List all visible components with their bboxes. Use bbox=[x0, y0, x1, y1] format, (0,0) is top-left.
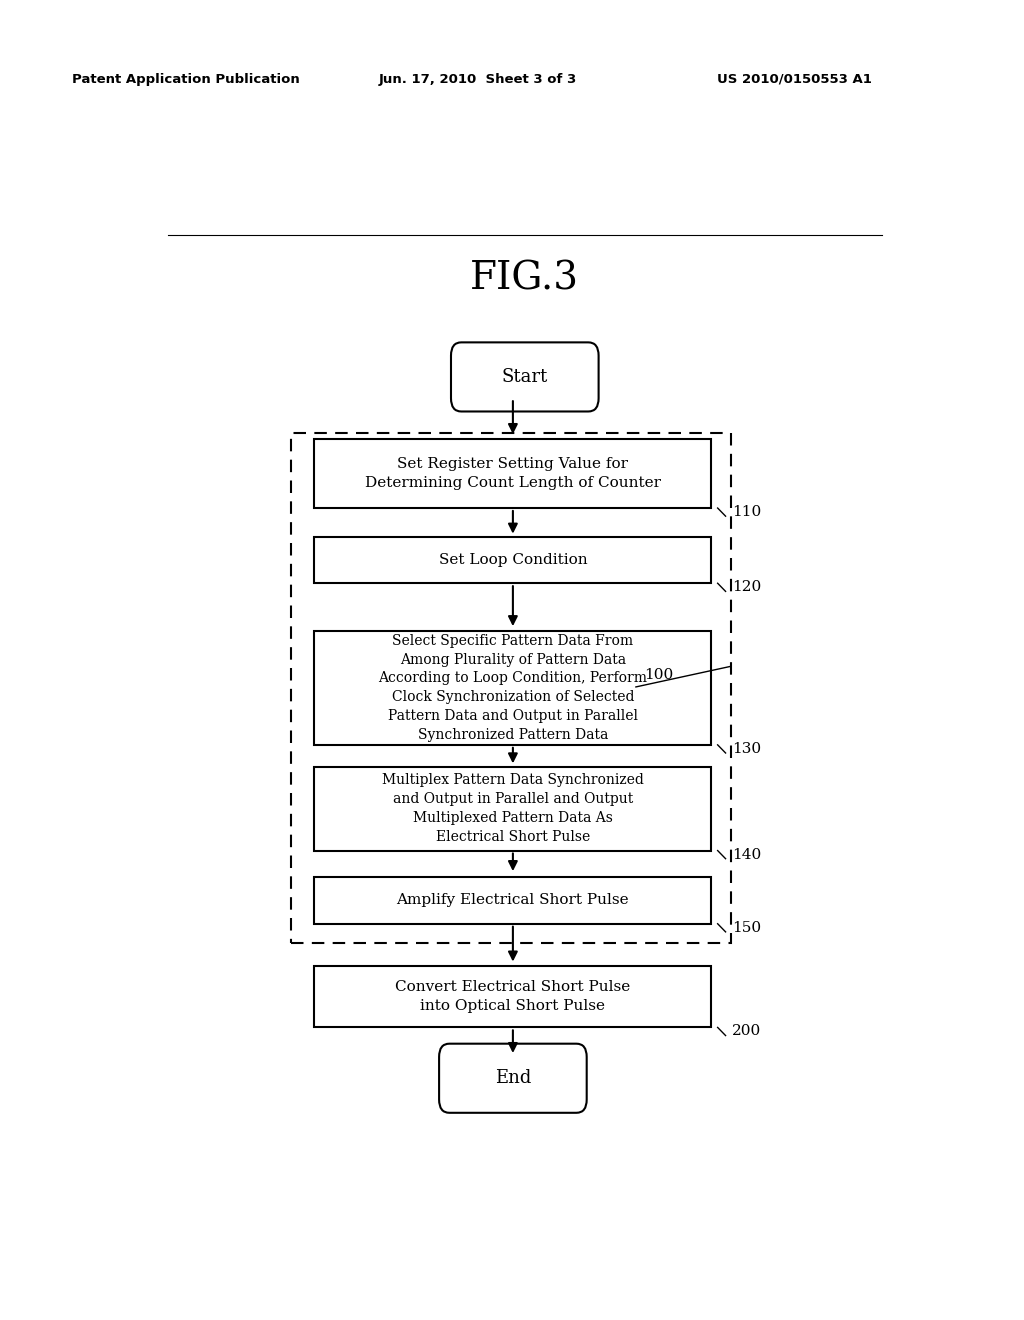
Text: Multiplex Pattern Data Synchronized
and Output in Parallel and Output
Multiplexe: Multiplex Pattern Data Synchronized and … bbox=[382, 774, 644, 845]
Text: FIG.3: FIG.3 bbox=[470, 260, 580, 297]
Text: Set Register Setting Value for
Determining Count Length of Counter: Set Register Setting Value for Determini… bbox=[365, 457, 660, 490]
Bar bbox=[314, 536, 712, 583]
Text: Convert Electrical Short Pulse
into Optical Short Pulse: Convert Electrical Short Pulse into Opti… bbox=[395, 981, 631, 1014]
Bar bbox=[291, 433, 731, 942]
Text: US 2010/0150553 A1: US 2010/0150553 A1 bbox=[717, 73, 871, 86]
Text: 140: 140 bbox=[732, 847, 761, 862]
Bar bbox=[314, 440, 712, 508]
Text: 200: 200 bbox=[732, 1024, 761, 1039]
Text: Amplify Electrical Short Pulse: Amplify Electrical Short Pulse bbox=[396, 894, 629, 907]
Bar bbox=[314, 876, 712, 924]
Text: Jun. 17, 2010  Sheet 3 of 3: Jun. 17, 2010 Sheet 3 of 3 bbox=[379, 73, 578, 86]
Text: 110: 110 bbox=[732, 506, 761, 519]
Text: 100: 100 bbox=[644, 668, 673, 681]
Text: 120: 120 bbox=[732, 581, 761, 594]
FancyBboxPatch shape bbox=[439, 1044, 587, 1113]
Bar bbox=[314, 631, 712, 744]
Text: 150: 150 bbox=[732, 921, 761, 935]
Text: End: End bbox=[495, 1069, 531, 1088]
Text: Set Loop Condition: Set Loop Condition bbox=[438, 553, 587, 566]
Text: Patent Application Publication: Patent Application Publication bbox=[72, 73, 299, 86]
Text: Start: Start bbox=[502, 368, 548, 385]
Bar bbox=[314, 966, 712, 1027]
Text: 130: 130 bbox=[732, 742, 761, 756]
FancyBboxPatch shape bbox=[451, 342, 599, 412]
Text: Select Specific Pattern Data From
Among Plurality of Pattern Data
According to L: Select Specific Pattern Data From Among … bbox=[379, 634, 647, 742]
Bar bbox=[314, 767, 712, 850]
